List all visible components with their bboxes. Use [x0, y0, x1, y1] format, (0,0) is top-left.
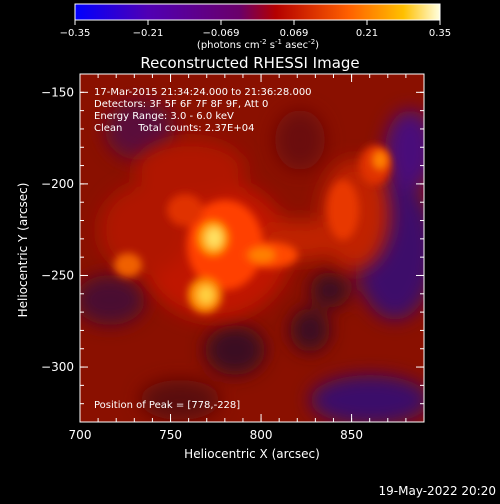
colorbar-tick-label: −0.069	[202, 28, 239, 39]
x-tick-label: 850	[340, 428, 363, 442]
y-tick-label: −300	[41, 360, 74, 374]
x-axis-label: Heliocentric X (arcsec)	[184, 447, 320, 461]
colorbar-unit-label: (photons cm-2 s-1 asec-2)	[197, 38, 319, 51]
y-tick-label: −200	[41, 177, 74, 191]
colorbar-tick-label: 0.35	[429, 28, 451, 39]
colorbar-tick-label: −0.35	[60, 28, 91, 39]
footer-timestamp: 19-May-2022 20:20	[379, 484, 496, 498]
annotation-energy: Energy Range: 3.0 - 6.0 keV	[94, 111, 234, 122]
colorbar-tick-label: 0.21	[356, 28, 378, 39]
chart-title: Reconstructed RHESSI Image	[140, 54, 359, 72]
colorbar-ticks: −0.35 −0.21 −0.069 0.069 0.21 0.35	[60, 20, 451, 39]
x-tick-label: 750	[159, 428, 182, 442]
colorbar	[74, 3, 441, 21]
x-tick-label: 800	[250, 428, 273, 442]
annotation-time: 17-Mar-2015 21:34:24.000 to 21:36:28.000	[94, 87, 312, 98]
x-tick-label: 700	[69, 428, 92, 442]
colorbar-tick-label: −0.21	[133, 28, 164, 39]
y-tick-label: −150	[41, 85, 74, 99]
colorbar-tick-label: 0.069	[280, 28, 309, 39]
y-axis-ticks: −150 −200 −250 −300	[41, 73, 424, 423]
plot-image	[80, 74, 424, 422]
peak-position-label: Position of Peak = [778,-228]	[94, 400, 240, 411]
annotation-detectors: Detectors: 3F 5F 6F 7F 8F 9F, Att 0	[94, 99, 268, 110]
info-annotations: 17-Mar-2015 21:34:24.000 to 21:36:28.000…	[94, 87, 312, 134]
annotation-counts: Clean Total counts: 2.37E+04	[94, 123, 254, 134]
x-axis-ticks: 700 750 800 850	[69, 74, 425, 442]
y-tick-label: −250	[41, 268, 74, 282]
plot-frame	[79, 73, 425, 423]
y-axis-label: Heliocentric Y (arcsec)	[16, 183, 30, 318]
